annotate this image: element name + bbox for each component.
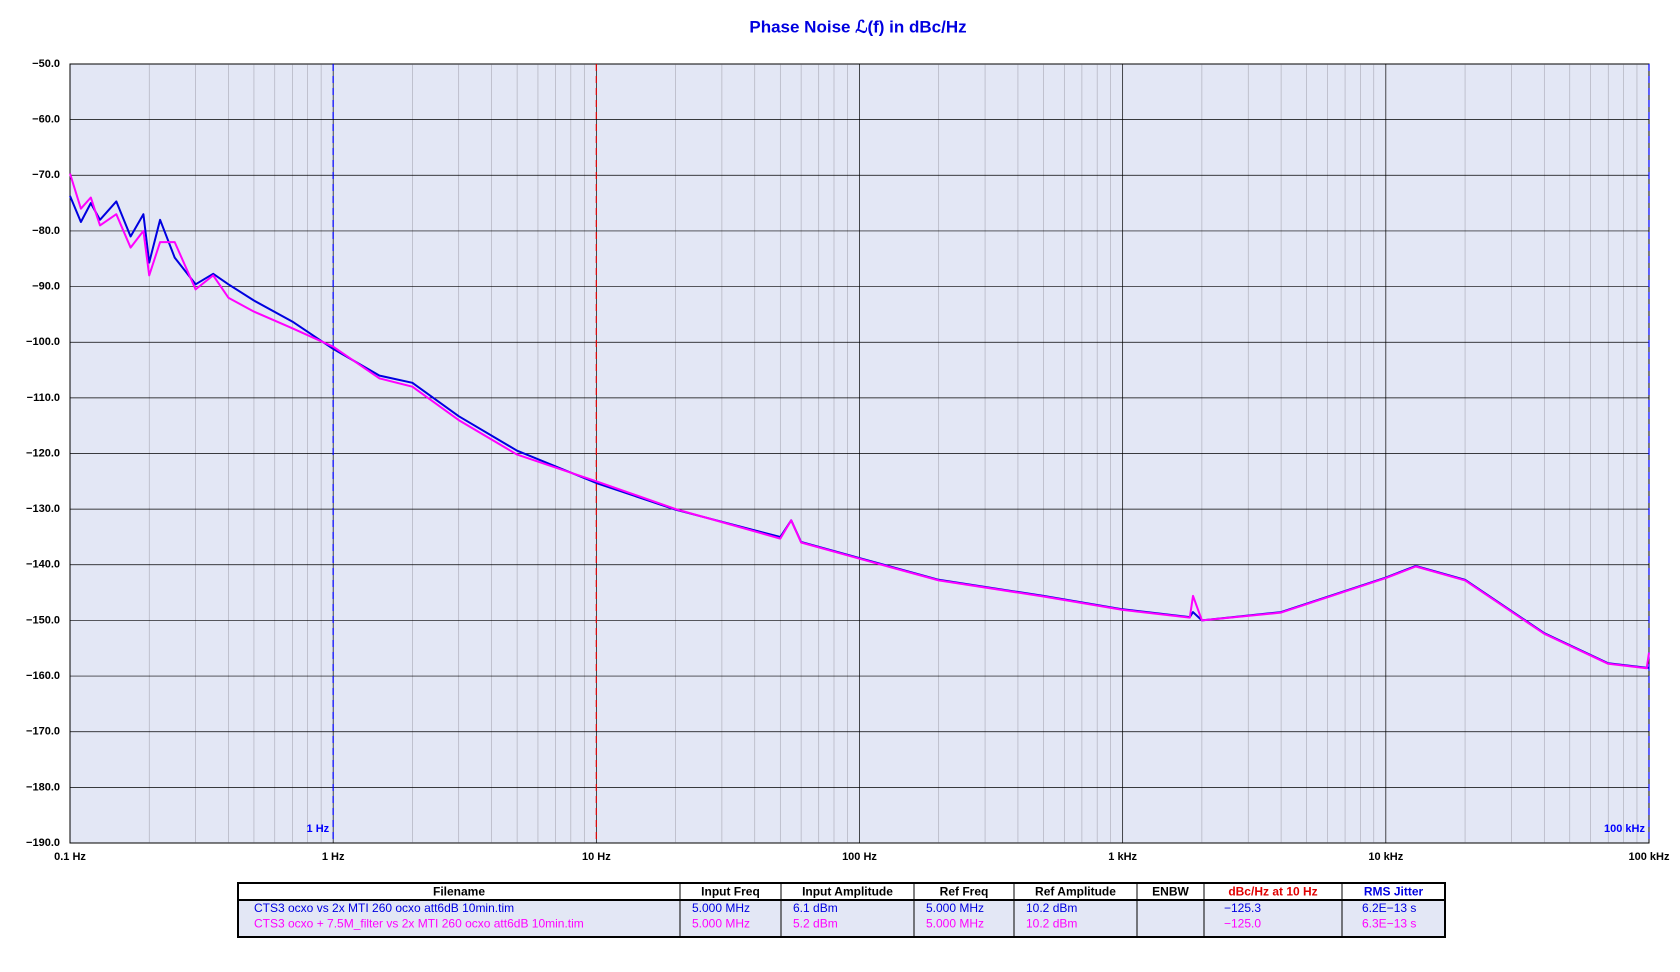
y-tick-label: −100.0 bbox=[26, 336, 60, 348]
y-tick-label: −180.0 bbox=[26, 781, 60, 793]
table-header-bg bbox=[237, 882, 1446, 901]
table-filename: CTS3 ocxo vs 2x MTI 260 ocxo att6dB 10mi… bbox=[254, 901, 514, 915]
y-tick-label: −150.0 bbox=[26, 614, 60, 626]
table-cell: 10.2 dBm bbox=[1026, 901, 1077, 915]
y-tick-label: −130.0 bbox=[26, 503, 60, 515]
y-tick-label: −80.0 bbox=[32, 225, 60, 237]
table-cell: 5.2 dBm bbox=[793, 916, 838, 930]
y-tick-label: −70.0 bbox=[32, 169, 60, 181]
y-tick-label: −140.0 bbox=[26, 559, 60, 571]
table-header: Ref Freq bbox=[940, 885, 989, 899]
x-tick-label: 1 kHz bbox=[1108, 851, 1137, 863]
table-cell: 5.000 MHz bbox=[926, 916, 984, 930]
table-header: ENBW bbox=[1152, 885, 1189, 899]
table-header: Input Freq bbox=[701, 885, 760, 899]
x-tick-label: 10 Hz bbox=[582, 851, 611, 863]
y-tick-label: −110.0 bbox=[27, 392, 60, 404]
marker-label: 100 kHz bbox=[1604, 823, 1645, 835]
table-cell: 5.000 MHz bbox=[692, 916, 750, 930]
table-cell: 6.2E−13 s bbox=[1362, 901, 1416, 915]
table-cell: −125.0 bbox=[1224, 916, 1261, 930]
table-header: Filename bbox=[433, 885, 485, 899]
x-tick-label: 0.1 Hz bbox=[54, 851, 86, 863]
table-cell: 10.2 dBm bbox=[1026, 916, 1077, 930]
marker-label: 1 Hz bbox=[307, 823, 330, 835]
table-header: Input Amplitude bbox=[802, 885, 893, 899]
table-cell: 6.1 dBm bbox=[793, 901, 838, 915]
series-line bbox=[69, 173, 1650, 670]
x-tick-label: 1 Hz bbox=[322, 851, 345, 863]
table-cell: 6.3E−13 s bbox=[1362, 916, 1416, 930]
y-tick-label: −50.0 bbox=[32, 58, 60, 70]
table-header: Ref Amplitude bbox=[1035, 885, 1116, 899]
table-filename: CTS3 ocxo + 7.5M_filter vs 2x MTI 260 oc… bbox=[254, 916, 584, 930]
y-tick-label: −170.0 bbox=[26, 726, 60, 738]
table-header: RMS Jitter bbox=[1364, 885, 1424, 899]
y-tick-label: −190.0 bbox=[26, 837, 60, 849]
x-tick-label: 100 Hz bbox=[842, 851, 877, 863]
table-cell: 5.000 MHz bbox=[926, 901, 984, 915]
y-tick-label: −120.0 bbox=[26, 447, 60, 459]
table-cell: 5.000 MHz bbox=[692, 901, 750, 915]
table-header: dBc/Hz at 10 Hz bbox=[1228, 885, 1317, 899]
y-tick-label: −160.0 bbox=[26, 670, 60, 682]
x-tick-label: 100 kHz bbox=[1629, 851, 1670, 863]
y-tick-label: −90.0 bbox=[32, 280, 60, 292]
y-tick-label: −60.0 bbox=[32, 114, 60, 126]
chart-title: Phase Noise ℒ(f) in dBc/Hz bbox=[749, 17, 966, 36]
table-cell: −125.3 bbox=[1224, 901, 1261, 915]
x-tick-label: 10 kHz bbox=[1368, 851, 1403, 863]
